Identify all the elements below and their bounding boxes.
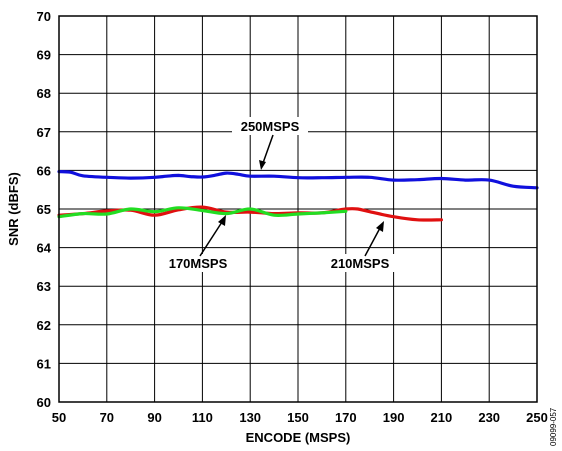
y-tick-label-61: 61: [37, 356, 51, 371]
y-tick-labels: 60 61 62 63 64 65 66 67 68 69 70: [37, 9, 52, 410]
series-line-250msps: [57, 170, 539, 190]
x-tick-label-70: 70: [100, 410, 114, 425]
y-tick-label-65: 65: [37, 202, 51, 217]
annotation-170msps: 170MSPS: [169, 256, 228, 271]
y-axis-title: SNR (dBFS): [6, 172, 21, 246]
y-tick-label-69: 69: [37, 48, 51, 63]
annotation-arrow-210: [364, 227, 381, 257]
series-line-170msps: [57, 206, 348, 219]
series-annotations: 250MSPS 170MSPS 210MSPS: [160, 117, 398, 272]
x-tick-label-90: 90: [147, 410, 161, 425]
x-tick-label-110: 110: [192, 410, 213, 425]
annotation-arrowhead-210: [376, 221, 384, 232]
annotation-bg-170: [160, 254, 236, 272]
annotation-arrowhead-170: [218, 215, 226, 226]
annotation-bg-250: [232, 117, 308, 135]
y-tick-label-60: 60: [37, 395, 51, 410]
y-tick-label-68: 68: [37, 86, 51, 101]
x-tick-label-150: 150: [287, 410, 309, 425]
y-tick-label-67: 67: [37, 125, 51, 140]
y-tick-label-64: 64: [37, 241, 52, 256]
x-tick-label-250: 250: [526, 410, 548, 425]
y-tick-label-62: 62: [37, 318, 51, 333]
x-tick-label-170: 170: [335, 410, 357, 425]
annotation-arrow-250: [262, 134, 274, 164]
series-layer: [57, 170, 539, 222]
annotation-arrow-170: [199, 221, 223, 257]
x-axis-title: ENCODE (MSPS): [246, 430, 351, 445]
x-tick-label-190: 190: [383, 410, 405, 425]
x-tick-label-50: 50: [52, 410, 66, 425]
plot-frame: [58, 15, 538, 403]
y-tick-label-63: 63: [37, 279, 51, 294]
y-tick-label-66: 66: [37, 163, 51, 178]
annotation-210msps: 210MSPS: [331, 256, 390, 271]
annotation-250msps: 250MSPS: [241, 119, 300, 134]
x-tick-label-230: 230: [478, 410, 500, 425]
annotation-bg-210: [322, 254, 398, 272]
y-tick-label-70: 70: [37, 9, 51, 24]
x-tick-labels: 50 70 90 110 130 150 170 190 210 230 250: [52, 410, 548, 425]
figure-id: 09099-057: [549, 407, 558, 446]
annotation-arrowhead-250: [259, 160, 266, 170]
x-tick-label-210: 210: [431, 410, 453, 425]
x-tick-label-130: 130: [239, 410, 261, 425]
